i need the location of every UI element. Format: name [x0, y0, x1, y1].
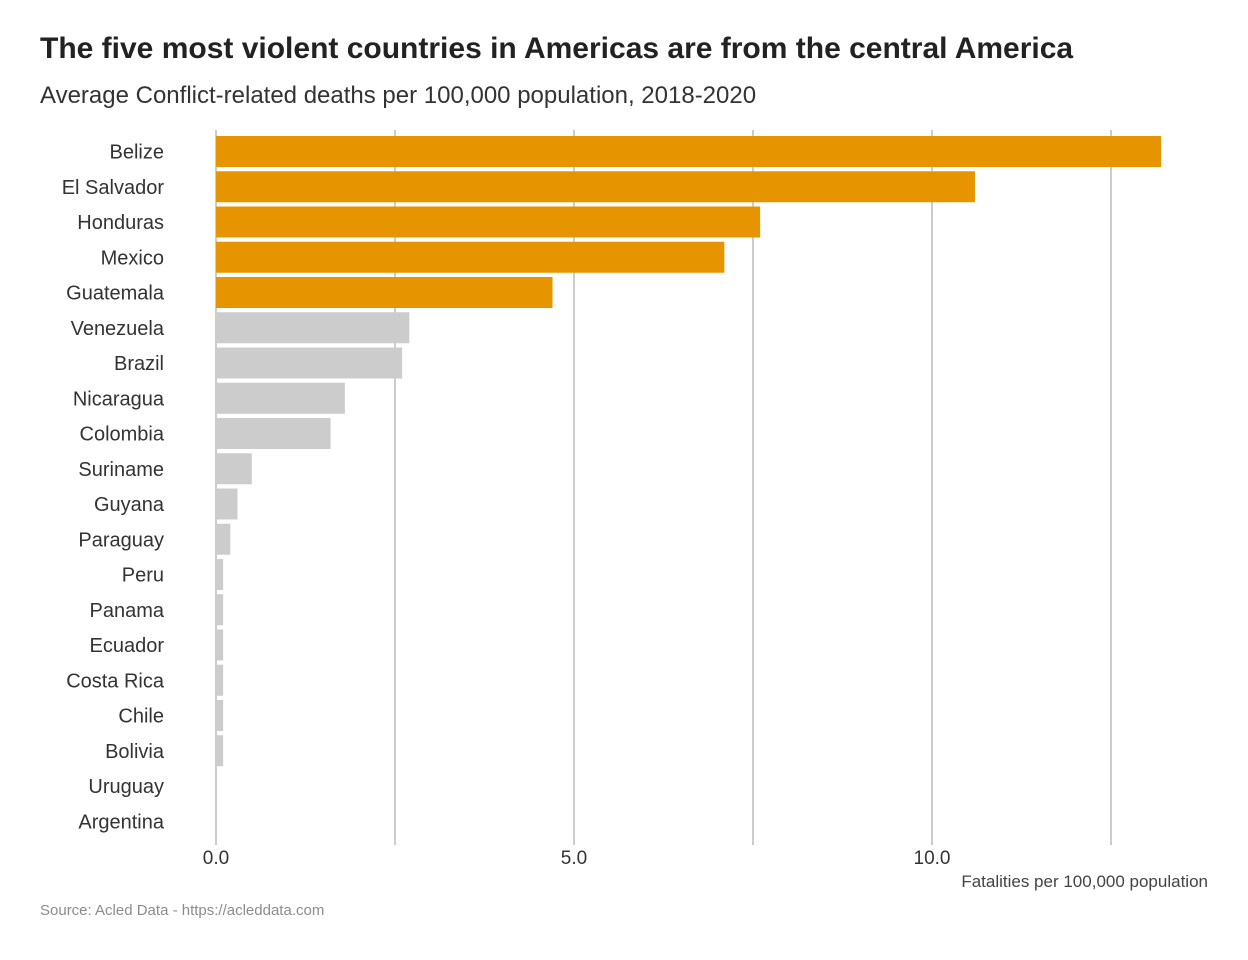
category-label: Mexico [101, 247, 164, 269]
bar-belize [216, 136, 1162, 167]
category-label: El Salvador [62, 177, 165, 199]
category-label: Colombia [80, 424, 165, 446]
x-axis-title: Fatalities per 100,000 population [961, 872, 1208, 891]
bar-panama [216, 594, 224, 626]
category-label: Costa Rica [66, 670, 165, 692]
category-label: Honduras [77, 212, 164, 234]
bar-guyana [216, 488, 238, 520]
x-tick-label: 10.0 [914, 848, 951, 869]
bar-suriname [216, 453, 252, 485]
bar-costa-rica [216, 664, 224, 696]
category-labels: Belize El Salvador Honduras Mexico Guatemala… [62, 142, 165, 834]
chart-title: The five most violent countries in Ameri… [40, 32, 1074, 65]
category-label: Belize [110, 142, 164, 164]
category-label: Suriname [78, 459, 164, 481]
bar-paraguay [216, 523, 231, 555]
category-label: Venezuela [71, 318, 165, 340]
bar-el-salvador [216, 171, 975, 203]
category-label: Bolivia [105, 741, 165, 763]
category-label: Guyana [94, 494, 165, 516]
bars [216, 136, 1162, 767]
bar-bolivia [216, 735, 224, 767]
category-label: Chile [118, 706, 164, 728]
bar-guatemala [216, 277, 553, 308]
category-label: Guatemala [66, 283, 165, 305]
category-label: Argentina [78, 811, 164, 833]
category-label: Uruguay [88, 776, 164, 798]
bar-nicaragua [216, 382, 345, 414]
bar-colombia [216, 418, 331, 449]
bar-chile [216, 700, 224, 731]
x-tick-label: 5.0 [561, 848, 587, 869]
bar-honduras [216, 206, 761, 238]
bar-brazil [216, 347, 403, 379]
category-label: Panama [90, 600, 165, 622]
category-label: Nicaragua [73, 388, 165, 410]
bar-ecuador [216, 629, 224, 661]
category-label: Ecuador [90, 635, 165, 657]
category-label: Paraguay [78, 529, 164, 551]
category-label: Brazil [114, 353, 164, 375]
x-tick-labels: 0.0 5.0 10.0 [203, 848, 951, 869]
chart-subtitle: Average Conflict-related deaths per 100,… [40, 82, 757, 109]
bar-mexico [216, 241, 725, 273]
bar-venezuela [216, 312, 410, 344]
bar-peru [216, 559, 224, 590]
x-tick-label: 0.0 [203, 848, 229, 869]
category-label: Peru [122, 565, 164, 587]
source-note: Source: Acled Data - https://acleddata.c… [40, 902, 325, 919]
